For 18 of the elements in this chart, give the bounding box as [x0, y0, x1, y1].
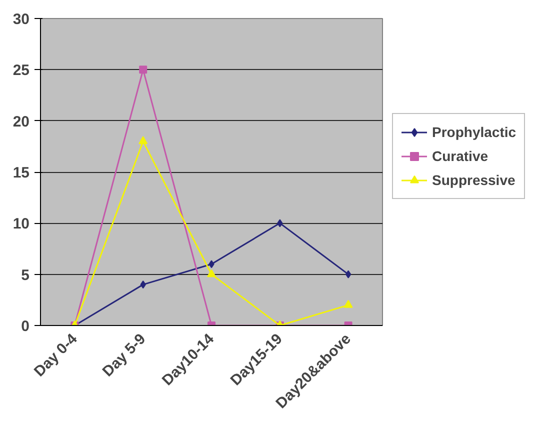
x-tick-label: Day 0-4: [30, 330, 82, 380]
y-tick-label: 10: [12, 216, 30, 233]
y-tick-label: 5: [21, 266, 30, 284]
y-tick-label: 20: [12, 113, 30, 130]
y-tick-label: 15: [12, 164, 30, 182]
point: [345, 270, 352, 278]
legend-label: Prophylactic: [432, 124, 516, 140]
x-tick-label: Day 5-9: [99, 330, 150, 380]
y-tick-label: 30: [12, 11, 30, 28]
point: [139, 66, 148, 74]
point: [207, 269, 216, 278]
y-tick-label: 0: [21, 318, 30, 335]
point: [344, 300, 353, 308]
legend-label: Curative: [432, 148, 488, 164]
legend-label: Suppressive: [432, 172, 516, 188]
point: [277, 219, 283, 228]
point: [138, 136, 148, 144]
y-tick-label: 25: [12, 62, 30, 80]
